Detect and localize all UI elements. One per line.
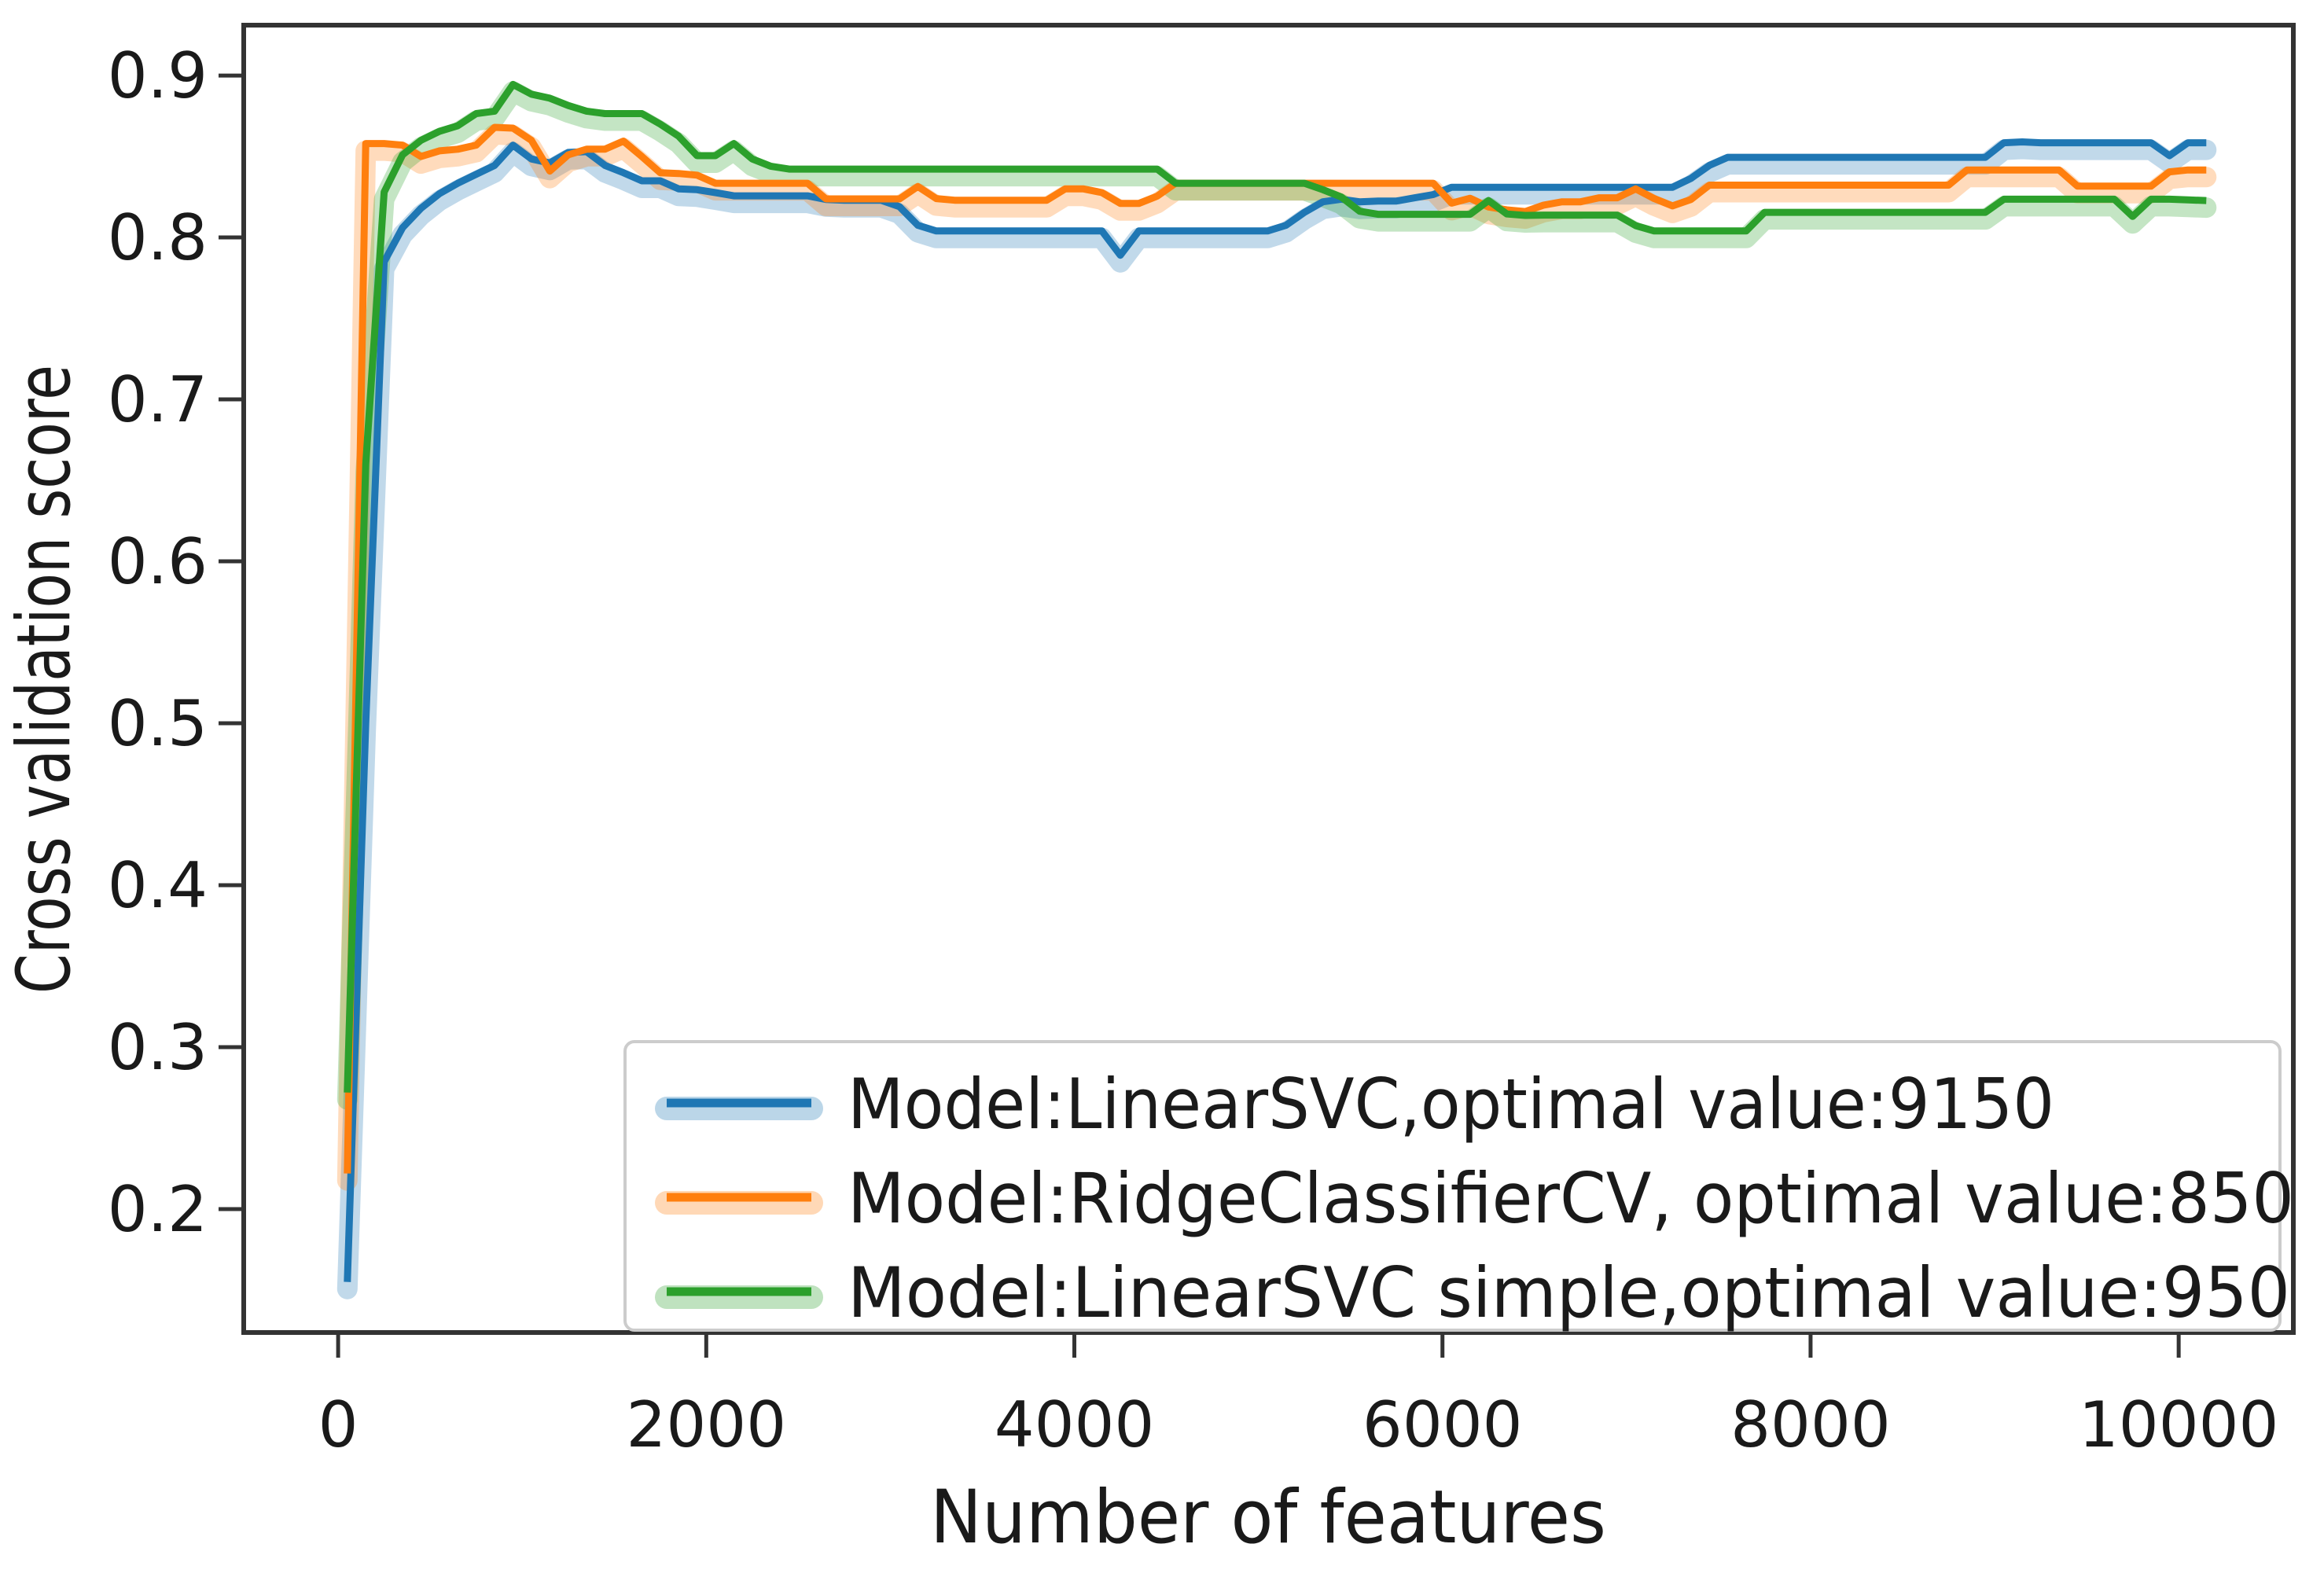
x-tick-label: 6000: [1362, 1388, 1523, 1461]
series-halo-LinearSVC: [336, 138, 2217, 1299]
x-tick-label: 2000: [627, 1388, 787, 1461]
plot-frame: [241, 23, 2296, 1335]
y-tick-label: 0.8: [108, 201, 208, 274]
y-tick-label: 0.7: [108, 363, 208, 436]
x-tick-label: 0: [318, 1388, 359, 1461]
x-axis-label: Number of features: [930, 1475, 1606, 1560]
x-tick-label: 10000: [2079, 1388, 2279, 1461]
tick-layer: 0 2000 4000 6000 8000 10000 0.2 0.3 0.4 0.5 0.6 0.7…: [108, 39, 2279, 1461]
series-layer: [344, 80, 2207, 1282]
y-tick-label: 0.5: [108, 687, 208, 760]
y-tick-label: 0.4: [108, 849, 208, 922]
axes-frame: [241, 23, 2296, 1335]
series-line-LinearSVC-simple: [344, 80, 2207, 1093]
series-halo-RidgeClassifierCV: [336, 124, 2217, 1191]
series-halo-layer: [336, 81, 2217, 1299]
legend-box: [623, 1040, 2282, 1332]
y-axis-label: Cross validation score: [2, 365, 87, 994]
legend-label: Model:LinearSVC simple,optimal value:950: [848, 1252, 2290, 1333]
series-halo-LinearSVC-simple: [336, 81, 2217, 1110]
legend-label: Model:RidgeClassifierCV, optimal value:8…: [848, 1158, 2294, 1239]
series-line-LinearSVC: [344, 138, 2207, 1282]
y-tick-label: 0.3: [108, 1011, 208, 1084]
y-tick-label: 0.2: [108, 1173, 208, 1246]
x-tick-label: 8000: [1730, 1388, 1891, 1461]
x-tick-label: 4000: [995, 1388, 1155, 1461]
y-tick-label: 0.6: [108, 525, 208, 598]
legend: Model:LinearSVC,optimal value:9150 Model:…: [623, 1040, 2294, 1333]
series-line-RidgeClassifierCV: [344, 123, 2207, 1174]
legend-label: Model:LinearSVC,optimal value:9150: [848, 1064, 2054, 1145]
y-tick-label: 0.9: [108, 39, 208, 112]
